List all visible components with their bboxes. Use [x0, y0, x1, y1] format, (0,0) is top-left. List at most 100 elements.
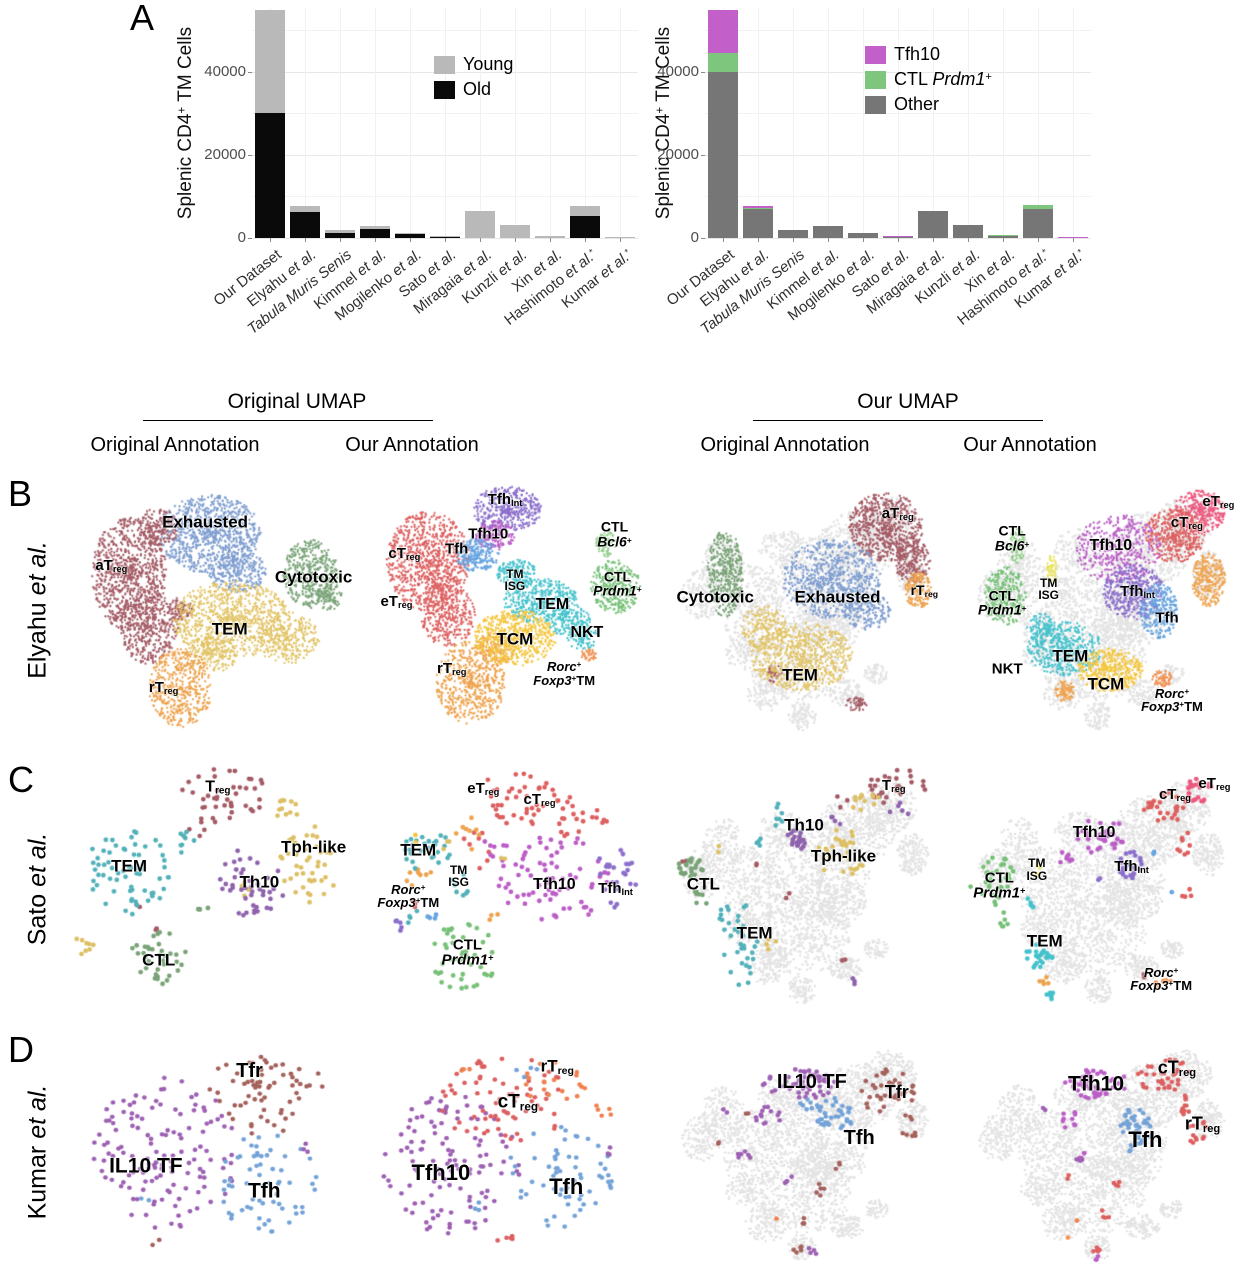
umap-plot-rowd-col3: IL10 TF Tfr Tfh [654, 1026, 950, 1278]
cluster-label: Treg [205, 777, 231, 797]
bar-segment-young [359, 225, 390, 230]
bar-segment-other [918, 211, 949, 238]
gridline-v [550, 8, 552, 238]
legend: Tfh10 CTL Prdm1+ Other [865, 42, 992, 117]
x-tick-mark [585, 238, 587, 242]
legend-row: Other [865, 92, 992, 117]
umap-scatter-canvas [357, 1026, 653, 1278]
cluster-label: NKT [991, 660, 1023, 678]
group-underline-left [143, 420, 433, 421]
subheader-col4: Our Annotation [963, 434, 1097, 456]
cluster-label: Tfh10 [532, 875, 576, 893]
cluster-label: TfhInt [598, 879, 633, 897]
x-tick-mark [550, 238, 552, 242]
bar-segment-old [324, 232, 355, 238]
cluster-label: Tph-like [281, 836, 347, 856]
bar-segment-ctl-prdm1- [988, 235, 1019, 237]
y-axis-label: Splenic CD4+ TM Cells [175, 26, 196, 220]
gridline-v [757, 8, 759, 238]
cluster-label: Exhausted [162, 512, 249, 532]
x-tick-mark [792, 238, 794, 242]
x-tick-mark [1003, 238, 1005, 242]
bar-segment-young [254, 9, 285, 114]
gridline-v [620, 8, 622, 238]
gridline-v [445, 8, 446, 238]
legend-label: Young [463, 54, 514, 74]
bar-segment-old [359, 229, 390, 238]
bar-segment-tfh10 [707, 9, 738, 54]
cluster-label: CTL Prdm1+ [593, 568, 642, 600]
cluster-label: eTreg [380, 592, 413, 610]
y-tick-label: 20000 [657, 145, 699, 163]
y-tick-mark [248, 154, 252, 156]
bar-chart-plot-age [252, 8, 638, 239]
cluster-label: rTreg [910, 582, 939, 600]
y-axis-label: Splenic CD4+ TM Cells [653, 26, 674, 220]
bar-segment-other [1058, 237, 1089, 238]
bar-segment-young [324, 230, 355, 233]
gridline-v [304, 8, 306, 238]
bar-segment-old [394, 234, 425, 238]
cluster-label: Cytotoxic [274, 567, 353, 587]
cluster-label: TEM [1052, 645, 1089, 665]
umap-plot-rowd-col4: cTreg Tfh10 Tfh rTreg [950, 1026, 1246, 1278]
cluster-label: Th10 [784, 815, 824, 835]
subheader-col2: Our Annotation [345, 434, 479, 456]
bar-segment-young [465, 211, 496, 238]
gridline-v [933, 8, 935, 238]
x-tick-mark [620, 238, 622, 242]
cluster-label: TfhInt [1114, 858, 1149, 876]
bar-segment-ctl-prdm1- [707, 53, 738, 72]
bar-segment-old [430, 236, 460, 238]
legend-swatch [434, 55, 455, 74]
cluster-label: Tfh10 [411, 1159, 471, 1185]
cluster-label: eTreg [1198, 774, 1231, 792]
cluster-label: Tfr [884, 1082, 909, 1103]
cluster-label: Cytotoxic [676, 586, 754, 606]
gridline-v [1038, 8, 1040, 238]
bar-segment-young [289, 206, 320, 212]
bar-segment-other [777, 230, 808, 238]
bar-segment-other [812, 225, 843, 238]
x-tick-mark [862, 238, 864, 242]
y-tick-label: 0 [690, 229, 699, 246]
cluster-label: Tfh10 [468, 525, 509, 543]
umap-scatter-canvas [62, 470, 358, 750]
cluster-label: aTreg [881, 504, 914, 522]
y-tick-mark [701, 238, 705, 239]
umap-plot-rowc-col2: eTreg cTreg TEM TM ISG Rorc+ Foxp3+TM Tfh10 TfhI… [357, 756, 653, 1022]
bar-segment-tfh10 [742, 206, 773, 208]
y-tick-mark [701, 71, 705, 73]
bar-segment-young [535, 235, 566, 238]
cluster-label: Tfh [549, 1173, 584, 1199]
umap-scatter-canvas [950, 1026, 1246, 1278]
y-tick-label: 0 [237, 229, 246, 246]
cluster-label: cTreg [523, 791, 556, 809]
legend-label: CTL Prdm1+ [894, 69, 992, 89]
cluster-label: rTreg [148, 678, 179, 696]
cluster-label: rTreg [436, 659, 467, 677]
legend: Young Old [434, 52, 513, 102]
x-tick-mark [1038, 238, 1040, 242]
cluster-label: TEM [111, 856, 148, 876]
cluster-label: cTreg [1158, 786, 1191, 804]
cluster-label: TEM [211, 618, 248, 638]
bar-segment-other [742, 209, 773, 238]
y-tick-mark [248, 71, 252, 73]
umap-plot-rowd-col1: Tfr IL10 TF Tfh [62, 1026, 358, 1278]
cluster-label: NKT [570, 623, 604, 641]
y-tick-mark [248, 238, 252, 239]
cluster-label: CTL Prdm1+ [441, 936, 494, 970]
x-tick-mark [827, 238, 829, 242]
cluster-label: cTreg [388, 544, 421, 562]
bar-segment-other [883, 236, 913, 238]
y-tick-label: 20000 [204, 145, 246, 163]
cluster-label: CTL Bcl6+ [994, 523, 1030, 554]
bar-segment-young [500, 225, 531, 238]
panel-d-letter: D [8, 1029, 34, 1070]
umap-plot-rowb-col4: eTreg cTreg Tfh10 TfhInt Tfh TM ISG CTL Bcl6+ CTL… [950, 470, 1246, 750]
cluster-label: Rorc+ Foxp3+TM [1141, 685, 1203, 715]
bar-segment-young [430, 236, 460, 237]
gridline-v [862, 8, 864, 238]
